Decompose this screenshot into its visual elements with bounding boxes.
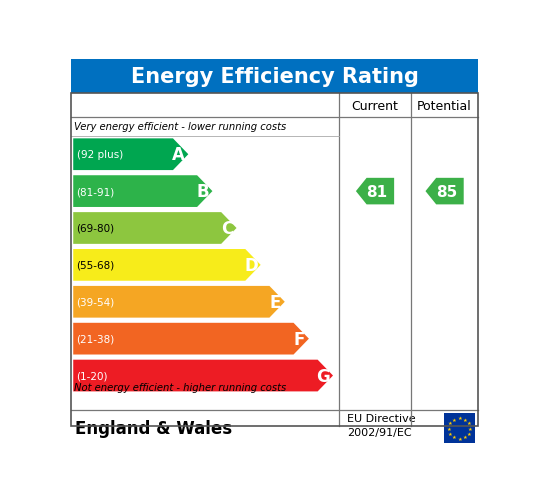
Text: (69-80): (69-80) xyxy=(77,223,115,233)
Text: G: G xyxy=(317,367,330,385)
Text: Not energy efficient - higher running costs: Not energy efficient - higher running co… xyxy=(75,383,287,393)
Text: (92 plus): (92 plus) xyxy=(77,150,123,160)
Text: ★: ★ xyxy=(457,436,462,441)
Text: ★: ★ xyxy=(466,431,471,436)
Polygon shape xyxy=(356,178,394,205)
Text: Energy Efficiency Rating: Energy Efficiency Rating xyxy=(131,67,419,87)
Text: ★: ★ xyxy=(457,416,462,421)
Text: 85: 85 xyxy=(436,184,457,199)
Text: Potential: Potential xyxy=(417,100,472,113)
Polygon shape xyxy=(73,249,260,281)
Text: ★: ★ xyxy=(448,421,452,426)
Text: EU Directive
2002/91/EC: EU Directive 2002/91/EC xyxy=(347,413,416,437)
Bar xyxy=(71,94,478,427)
Text: Very energy efficient - lower running costs: Very energy efficient - lower running co… xyxy=(75,122,287,132)
Text: D: D xyxy=(244,257,258,275)
Text: ★: ★ xyxy=(448,431,452,436)
Polygon shape xyxy=(73,139,188,171)
Polygon shape xyxy=(73,323,309,355)
Text: (55-68): (55-68) xyxy=(77,261,115,271)
Polygon shape xyxy=(73,176,212,207)
Text: E: E xyxy=(270,293,281,311)
Text: ★: ★ xyxy=(452,417,457,422)
Text: 81: 81 xyxy=(367,184,388,199)
Text: ★: ★ xyxy=(463,434,467,439)
Polygon shape xyxy=(73,213,236,244)
Text: B: B xyxy=(197,183,209,201)
Text: A: A xyxy=(173,146,185,164)
Text: (81-91): (81-91) xyxy=(77,187,115,197)
Text: ★: ★ xyxy=(463,417,467,422)
Bar xyxy=(71,60,478,94)
Text: (39-54): (39-54) xyxy=(77,297,115,307)
Polygon shape xyxy=(73,360,333,392)
Text: ★: ★ xyxy=(466,421,471,426)
Polygon shape xyxy=(426,178,464,205)
Polygon shape xyxy=(73,287,285,318)
Text: ★: ★ xyxy=(452,434,457,439)
Text: (21-38): (21-38) xyxy=(77,334,115,344)
Text: ★: ★ xyxy=(468,426,473,431)
Bar xyxy=(444,413,475,443)
Text: Current: Current xyxy=(352,100,398,113)
Text: F: F xyxy=(294,330,305,348)
Text: (1-20): (1-20) xyxy=(77,371,108,381)
Text: C: C xyxy=(221,219,233,237)
Text: ★: ★ xyxy=(446,426,451,431)
Text: England & Wales: England & Wales xyxy=(75,419,233,437)
